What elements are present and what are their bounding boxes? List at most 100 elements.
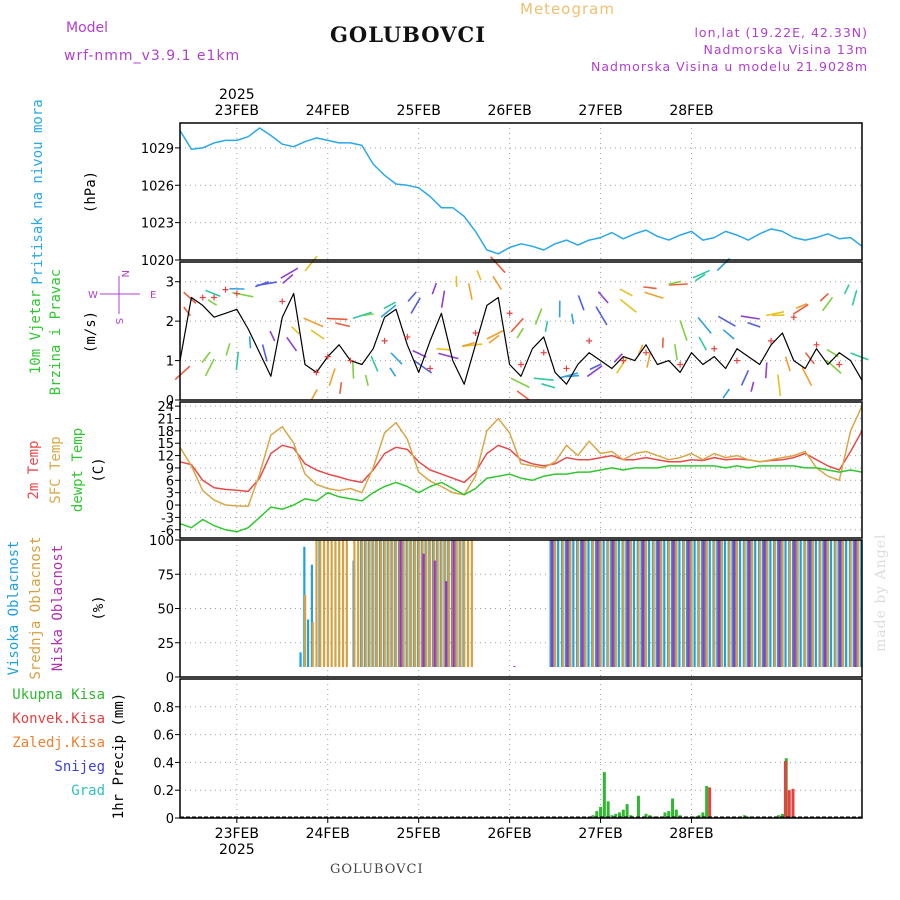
compass-west: W [88, 290, 98, 301]
wind-direction-arrow [389, 367, 397, 377]
precip-bar-0 [606, 801, 610, 818]
precip-legend-0: Ukupna Kisa [12, 687, 105, 703]
wind-direction-arrow [510, 317, 524, 333]
wind-gust-mark [381, 337, 388, 344]
cloud-bar-0 [852, 540, 855, 667]
cloud-bar-0 [792, 540, 795, 667]
cloud-bar-2 [566, 540, 569, 667]
cloud-bar-1 [353, 540, 356, 667]
meteogram-label: Meteogram [520, 0, 615, 18]
wind-direction-arrow [644, 291, 664, 300]
cloud-bar-1 [368, 540, 371, 667]
wind-direction-arrow [717, 315, 736, 327]
precip-bar-0 [705, 786, 709, 818]
precip-bar-0 [625, 804, 629, 818]
temperature-label-1: SFC Temp [48, 436, 64, 503]
cloud-bar-1 [629, 540, 633, 667]
wind-direction-arrow [722, 388, 731, 399]
cloud-bar-0 [632, 540, 636, 667]
cloud-bar-0 [549, 540, 552, 667]
cloud-bar-2 [657, 540, 660, 667]
wind-direction-arrow [467, 283, 473, 300]
precip-bar-0 [618, 812, 622, 818]
cloud-bar-0 [701, 540, 704, 667]
wind-direction-arrow [668, 280, 682, 286]
wind-direction-arrow [697, 316, 712, 334]
wind-direction-arrow [291, 326, 300, 335]
wind-label-1: 10m Vjetar [28, 290, 44, 374]
wind-direction-arrow [492, 275, 503, 290]
wind-direction-arrow [269, 330, 276, 342]
wind-direction-arrow [328, 368, 336, 387]
wind-direction-arrow [784, 356, 791, 372]
y-tick-label: 1023 [141, 217, 174, 232]
wind-direction-arrow [407, 291, 417, 302]
wind-gust-mark [643, 349, 650, 356]
wind-direction-arrow [694, 273, 706, 282]
wind-direction-arrow [204, 358, 215, 377]
wind-direction-arrow [476, 270, 482, 281]
precip-bar-0 [644, 813, 648, 818]
y-tick-label: 0.4 [153, 756, 174, 771]
y-tick-label: 0.6 [153, 729, 174, 744]
cloud-bar-1 [394, 540, 398, 667]
y-tick-label: 0.8 [153, 701, 174, 716]
cloud-label-2: Niska Oblacnost [50, 545, 66, 671]
pressure-label: Pritisak na nivou mora [30, 99, 46, 284]
top-year-label: 2025 [219, 87, 255, 103]
cloud-bar-1 [357, 540, 360, 667]
wind-direction-arrow [510, 377, 530, 389]
precip-bar-1 [791, 788, 795, 818]
cloud-bar-0 [594, 540, 598, 667]
cloud-bar-1 [857, 540, 860, 667]
y-tick-label: 1029 [141, 142, 174, 157]
wind-direction-arrow [851, 289, 858, 306]
bottom-day-label: 24FEB [306, 826, 350, 842]
cloud-bar-1 [406, 540, 409, 667]
wind-direction-arrow [597, 291, 609, 304]
wind-direction-arrow [201, 351, 211, 364]
cloud-bar-2 [611, 540, 614, 667]
cloud-bar-0 [685, 540, 689, 667]
cloud-bar-1 [440, 540, 443, 667]
wind-direction-arrow [516, 390, 530, 401]
cloud-bar-0 [640, 540, 643, 667]
cloud-bar-0 [738, 540, 742, 667]
altitude-label: Nadmorska Visina 13m [703, 42, 868, 57]
cloud-bar-1 [345, 540, 348, 667]
compass-east: E [150, 290, 156, 301]
cloud-bar-1 [796, 540, 799, 667]
cloud-bar-1 [698, 540, 701, 667]
wind-direction-arrow [286, 336, 298, 352]
wind-direction-arrow [740, 369, 750, 386]
cloud-bar-1 [607, 540, 610, 667]
wind-label-2: Brzina i Pravac [48, 269, 64, 395]
wind-direction-arrow [740, 315, 760, 320]
wind-direction-arrow [698, 336, 708, 351]
cloud-bar-1 [690, 540, 693, 667]
cloud-bar-0 [761, 540, 764, 667]
y-tick-label: 0 [166, 671, 174, 686]
cloud-bar-1 [842, 540, 845, 667]
wind-speed-line [179, 292, 863, 385]
cloud-bar-1 [569, 540, 572, 667]
pressure-series-line [179, 127, 863, 255]
cloud-bar-1 [387, 540, 390, 667]
precip-bar-1 [783, 761, 787, 818]
cloud-bar-1 [379, 540, 383, 667]
cloud-bar-0 [837, 540, 840, 667]
wind-direction-arrow [793, 303, 809, 315]
wind-direction-arrow [380, 304, 397, 318]
cloud-bar-1 [561, 540, 564, 667]
wind-direction-arrow [764, 362, 768, 379]
wind-direction-arrow [255, 281, 269, 288]
wind-direction-arrow [637, 344, 644, 356]
y-tick-label: 2 [166, 315, 174, 330]
cloud-bar-1 [429, 540, 432, 667]
compass-north: N [119, 270, 130, 277]
wind-direction-arrow [646, 351, 652, 368]
y-tick-label: 9 [166, 462, 174, 477]
wind-direction-arrow [850, 352, 869, 361]
station-title: GOLUBOVCI [330, 22, 487, 47]
wind-direction-arrow [821, 296, 834, 312]
